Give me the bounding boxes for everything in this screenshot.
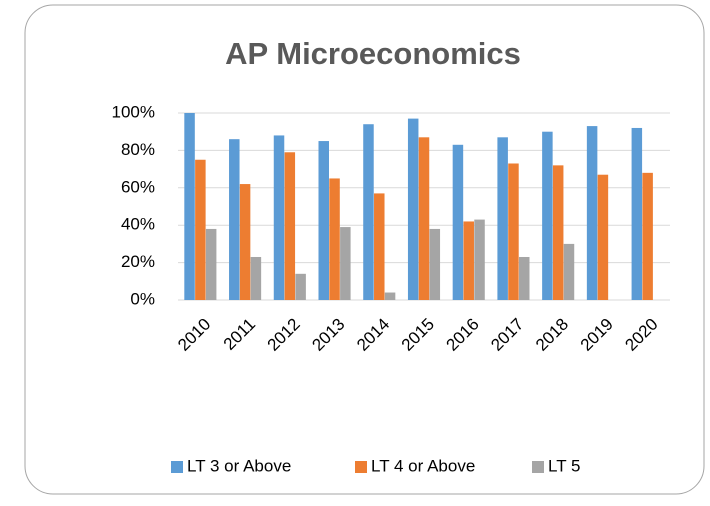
- bar: [519, 256, 530, 300]
- bar: [184, 113, 195, 300]
- bar: [418, 137, 430, 300]
- bar: [195, 159, 206, 300]
- bar: [452, 144, 464, 300]
- bar: [631, 127, 643, 301]
- bar: [363, 124, 374, 300]
- legend-swatch: [355, 461, 367, 473]
- y-tick-label: 20%: [121, 252, 155, 271]
- legend-label: LT 4 or Above: [371, 456, 475, 475]
- bar: [239, 184, 251, 300]
- legend-label: LT 5: [548, 456, 580, 475]
- bar: [329, 178, 340, 300]
- legend-swatch: [171, 461, 183, 473]
- bar: [552, 165, 564, 300]
- bar: [374, 193, 385, 300]
- y-tick-label: 40%: [121, 215, 155, 234]
- bar: [284, 152, 296, 300]
- bar: [273, 135, 285, 300]
- bar: [463, 221, 474, 300]
- y-tick-label: 0%: [130, 289, 155, 308]
- bar: [597, 174, 609, 300]
- bar: [586, 126, 598, 300]
- y-tick-label: 80%: [121, 140, 155, 159]
- y-tick-label: 60%: [121, 177, 155, 196]
- bar: [250, 256, 262, 300]
- bar: [542, 131, 553, 300]
- bar: [429, 228, 441, 300]
- bar: [642, 172, 653, 300]
- bar: [384, 292, 396, 300]
- bar: [295, 273, 306, 300]
- bar: [407, 118, 419, 300]
- bar: [318, 141, 329, 300]
- legend-label: LT 3 or Above: [187, 456, 291, 475]
- bar: [229, 139, 240, 300]
- bar: [474, 219, 485, 300]
- bar: [205, 228, 217, 300]
- bar: [497, 137, 508, 300]
- bar: [563, 243, 575, 300]
- bar: [340, 227, 351, 300]
- y-tick-label: 100%: [112, 102, 155, 121]
- chart-title: AP Microeconomics: [225, 36, 521, 71]
- bar: [508, 163, 519, 300]
- legend-swatch: [532, 461, 544, 473]
